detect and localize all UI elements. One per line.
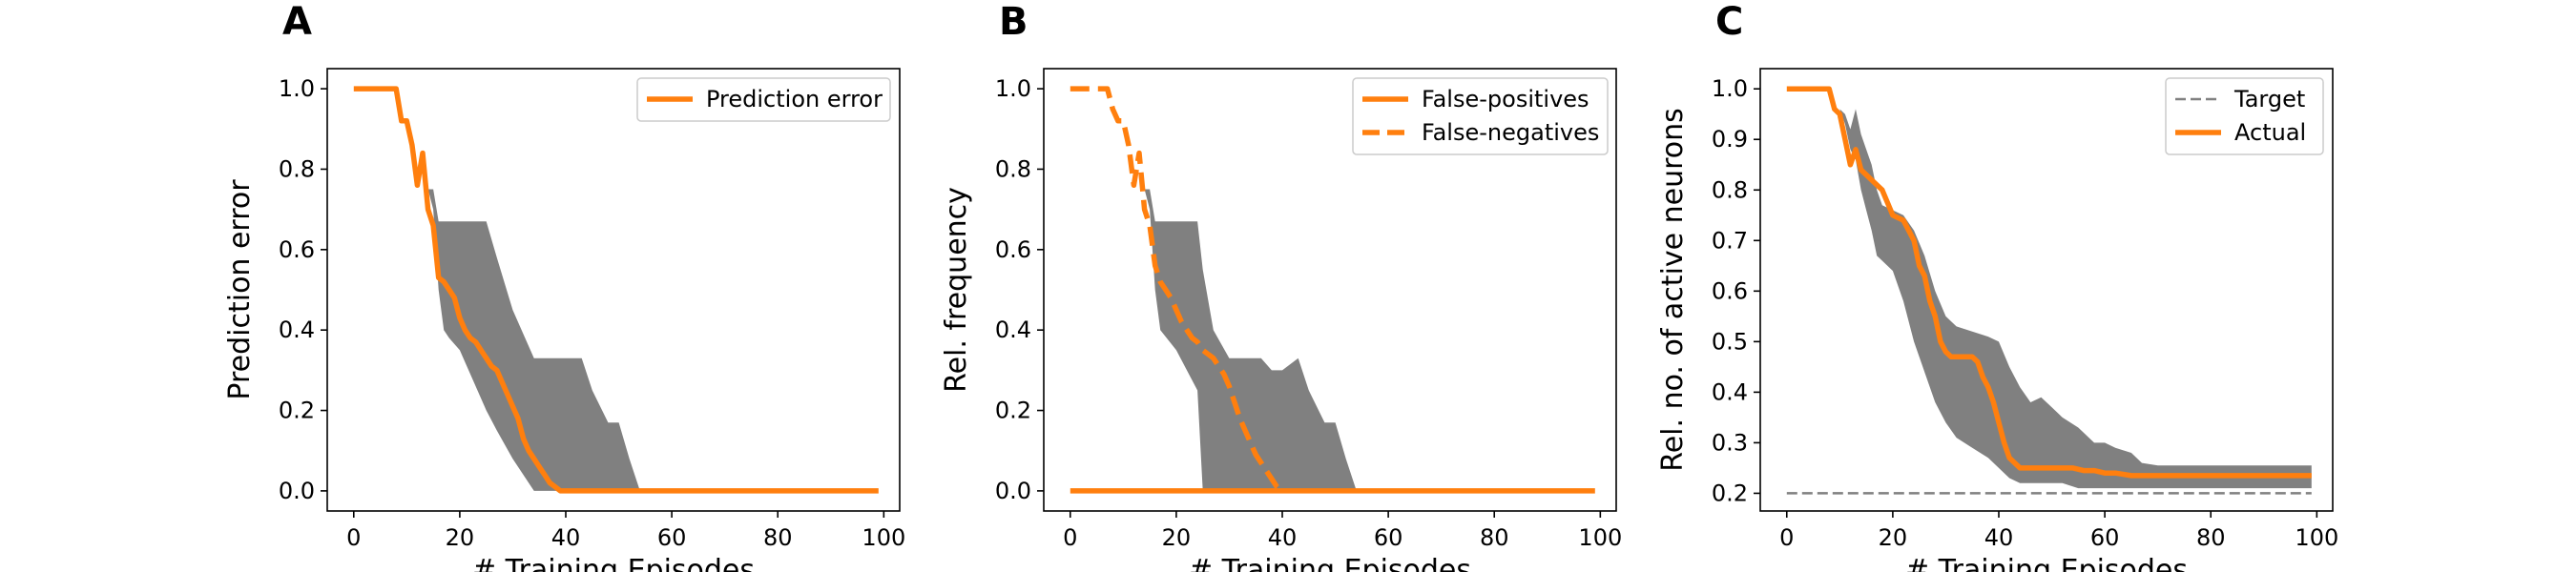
x-tick-label: 0 (1063, 524, 1077, 551)
panel-letter: B (999, 0, 1028, 44)
series-line-prediction-error (353, 86, 879, 494)
legend-frame (2165, 77, 2324, 155)
y-tick-label: 0.8 (1712, 176, 1748, 203)
x-tick-label: 0 (1779, 524, 1794, 551)
axes-frame (326, 68, 901, 512)
y-tick-label: 0.2 (995, 398, 1031, 424)
y-tick-label: 0.0 (995, 478, 1031, 504)
series-line-false-negatives (1070, 86, 1284, 494)
y-axis-label: Prediction error (223, 179, 257, 400)
legend-frame (1352, 77, 1609, 155)
y-tick-label: 1.0 (995, 75, 1031, 102)
legend: Target Actual (2165, 77, 2324, 155)
legend-frame (636, 77, 891, 122)
y-axis-label: Rel. frequency (940, 187, 973, 393)
y-tick-label: 0.0 (279, 478, 315, 504)
y-axis-label: Rel. no. of active neurons (1656, 108, 1690, 472)
legend: Prediction error (636, 77, 891, 122)
panel-letter: C (1715, 0, 1743, 44)
panel-letter: A (282, 0, 312, 44)
x-tick-label: 80 (2196, 524, 2226, 551)
chart-panel-b: B 0 20 40 60 80 100 0.0 0.2 0.4 0.6 0.8 1.0 # Trainin… (940, 0, 1622, 572)
series-line-actual (1786, 86, 2312, 479)
axes-frame (1759, 68, 2334, 512)
y-tick-label: 0.4 (1712, 378, 1748, 405)
x-axis-label: # Training Episodes (1189, 554, 1471, 572)
y-tick-label: 0.8 (995, 155, 1031, 182)
legend-label: Actual (2234, 119, 2306, 146)
x-tick-label: 60 (1374, 524, 1403, 551)
axes-frame (1043, 68, 1617, 512)
x-tick-label: 60 (657, 524, 687, 551)
variability-band (1144, 189, 1357, 491)
x-tick-label: 40 (551, 524, 581, 551)
y-tick-label: 0.7 (1712, 227, 1748, 254)
variability-band (1839, 109, 2312, 489)
y-tick-label: 1.0 (1712, 75, 1748, 102)
x-axis-label: # Training Episodes (472, 554, 755, 572)
y-tick-label: 0.6 (995, 236, 1031, 263)
x-axis-label: # Training Episodes (1905, 554, 2188, 572)
y-tick-label: 0.2 (279, 398, 315, 424)
x-tick-label: 40 (1984, 524, 2014, 551)
y-tick-label: 0.6 (1712, 277, 1748, 304)
y-tick-label: 0.8 (279, 155, 315, 182)
y-tick-label: 0.2 (1712, 480, 1748, 506)
y-tick-label: 0.9 (1712, 126, 1748, 153)
x-tick-label: 20 (1162, 524, 1192, 551)
x-tick-label: 100 (1578, 524, 1622, 551)
x-tick-label: 20 (446, 524, 475, 551)
y-tick-label: 0.5 (1712, 328, 1748, 355)
y-tick-label: 0.3 (1712, 429, 1748, 456)
legend-label: False-negatives (1422, 119, 1599, 146)
y-tick-label: 0.6 (279, 236, 315, 263)
x-tick-label: 80 (763, 524, 793, 551)
x-tick-label: 100 (2295, 524, 2338, 551)
legend-label: Prediction error (706, 86, 883, 112)
x-tick-label: 100 (862, 524, 905, 551)
legend-label: False-positives (1422, 86, 1589, 112)
chart-panel-a: A 0 20 40 60 80 100 0.0 0.2 0.4 0.6 0.8 1.0 # Trainin… (223, 0, 905, 572)
y-tick-label: 0.4 (279, 317, 315, 343)
variability-band (427, 189, 640, 491)
y-tick-label: 0.4 (995, 317, 1031, 343)
legend: False-positives False-negatives (1352, 77, 1609, 155)
y-tick-label: 1.0 (279, 75, 315, 102)
x-tick-label: 0 (346, 524, 361, 551)
x-tick-label: 60 (2090, 524, 2120, 551)
x-tick-label: 80 (1480, 524, 1509, 551)
chart-panel-c: C 0 20 40 60 80 100 0.2 0.3 0.4 0.5 0.6 0.7 0.8 0.9 1.0… (1656, 0, 2338, 572)
x-tick-label: 20 (1879, 524, 1908, 551)
legend-label: Target (2233, 86, 2305, 112)
x-tick-label: 40 (1268, 524, 1298, 551)
